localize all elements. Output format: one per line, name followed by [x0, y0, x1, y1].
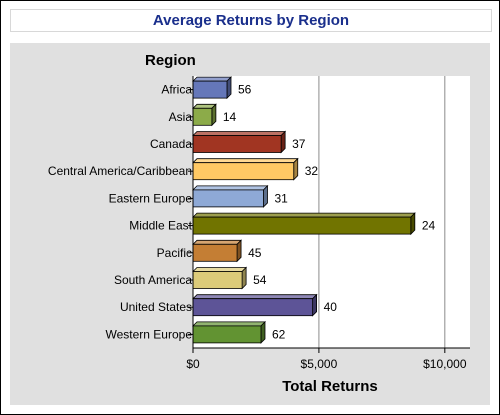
bar-front-face [192, 243, 238, 262]
bar [192, 293, 318, 317]
bar-data-label: 54 [253, 273, 267, 287]
bar-data-label: 31 [275, 191, 289, 205]
category-tick-label: South America [114, 273, 192, 287]
bar-data-label: 14 [223, 110, 237, 124]
bar-data-label: 37 [292, 137, 306, 151]
chart-panel: 56 14 37 32 31 24 45 54 40 62 Africa Asia Canada Cen… [10, 43, 490, 405]
category-tick-label: Central America/Caribbean [48, 164, 192, 178]
bar [192, 212, 416, 236]
bar-front-face [192, 271, 243, 289]
bar-top-face [192, 212, 416, 218]
value-axis-title: Total Returns [282, 378, 378, 395]
bar-side-face [410, 212, 416, 236]
bar-data-label: 62 [272, 327, 286, 341]
bar-front-face [192, 189, 264, 208]
category-axis-title: Region [145, 52, 196, 69]
bar-side-face [226, 76, 232, 100]
bar-data-label: 56 [238, 83, 252, 97]
bar [192, 157, 299, 181]
bar-top-face [192, 294, 318, 300]
bar-front-face [192, 135, 282, 153]
category-tick-label: Western Europe [106, 327, 193, 341]
category-tick-label: Canada [150, 137, 192, 151]
bar [192, 239, 243, 263]
bar-side-face [236, 239, 242, 263]
bar [192, 103, 217, 127]
bar-top-face [192, 267, 248, 272]
bar-side-face [211, 103, 217, 127]
bar [192, 320, 266, 344]
category-tick-label: Pacific [157, 246, 192, 260]
bar-top-face [192, 185, 269, 191]
bar-top-face [192, 76, 232, 82]
bar-top-face [192, 321, 266, 327]
bar [192, 184, 269, 208]
bar-side-face [263, 184, 268, 208]
bar-front-face [192, 80, 228, 99]
category-tick-label: United States [120, 300, 192, 314]
bar-side-face [312, 293, 318, 317]
category-tick-label: Africa [161, 83, 192, 97]
category-tick-label: Middle East [129, 219, 192, 233]
grid-lines [318, 76, 446, 348]
bar-front-face [192, 162, 295, 181]
bar-side-face [260, 320, 266, 344]
value-tick-label: $5,000 [301, 357, 338, 371]
bar-side-face [280, 130, 286, 154]
value-ticks: $0 $5,000 $10,000 [186, 348, 467, 371]
bar-data-label: 40 [324, 300, 338, 314]
bar [192, 76, 232, 100]
category-ticks: Africa Asia Canada Central America/Caribbea… [48, 83, 193, 341]
chart-title-box: Average Returns by Region [10, 9, 492, 32]
bar-data-label: 45 [248, 246, 262, 260]
bar-front-face [192, 325, 262, 344]
category-tick-label: Eastern Europe [109, 191, 193, 205]
bar-front-face [192, 298, 314, 317]
chart-title: Average Returns by Region [152, 12, 350, 29]
bar-data-label: 24 [422, 219, 436, 233]
value-tick-label: $10,000 [423, 357, 467, 371]
bar-data-label: 32 [305, 164, 319, 178]
value-tick-label: $0 [186, 357, 200, 371]
bar-top-face [192, 131, 287, 136]
bar-top-face [192, 239, 243, 245]
bar-side-face [241, 266, 247, 290]
bar [192, 130, 287, 154]
bar-front-face [192, 216, 412, 235]
bar-side-face [293, 157, 299, 181]
category-tick-label: Asia [169, 110, 193, 124]
bar [192, 266, 248, 290]
bar-top-face [192, 158, 299, 164]
bar-front-face [192, 107, 213, 126]
